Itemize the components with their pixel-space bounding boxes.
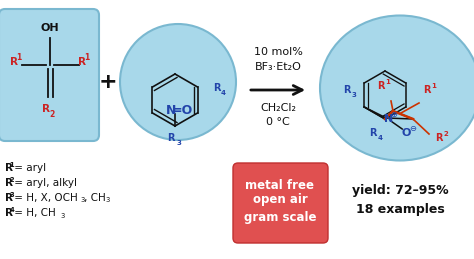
Text: R: R (5, 208, 13, 218)
Text: = aryl, alkyl: = aryl, alkyl (11, 178, 77, 188)
Text: 10 mol%: 10 mol% (254, 47, 302, 57)
Text: 1: 1 (17, 53, 22, 61)
FancyBboxPatch shape (0, 9, 99, 141)
Text: = H, X, OCH: = H, X, OCH (11, 193, 78, 203)
Text: 1: 1 (385, 79, 391, 85)
Text: R: R (10, 57, 18, 67)
Text: 3: 3 (80, 198, 84, 204)
Text: +: + (99, 72, 117, 92)
Text: N: N (383, 114, 393, 124)
Text: O: O (401, 128, 411, 138)
Text: = aryl: = aryl (11, 163, 46, 173)
Text: ⊖: ⊖ (410, 124, 417, 133)
Text: 2: 2 (9, 177, 14, 183)
Text: 4: 4 (221, 90, 226, 96)
Text: gram scale: gram scale (244, 212, 316, 225)
Text: R: R (343, 85, 351, 95)
Text: 0 °C: 0 °C (266, 117, 290, 127)
Text: R: R (5, 163, 13, 173)
Text: 4: 4 (9, 207, 14, 213)
Text: R: R (167, 133, 175, 143)
Text: yield: 72–95%: yield: 72–95% (352, 183, 448, 197)
Text: open air: open air (253, 193, 307, 206)
Text: 1: 1 (9, 162, 14, 168)
Text: R: R (5, 178, 13, 188)
Text: R: R (42, 104, 50, 114)
Text: 2: 2 (444, 131, 448, 137)
Text: 3: 3 (9, 192, 14, 198)
Text: 2: 2 (49, 110, 55, 119)
Circle shape (120, 24, 236, 140)
Ellipse shape (320, 16, 474, 161)
Text: CH₂Cl₂: CH₂Cl₂ (260, 103, 296, 113)
Text: N: N (166, 104, 176, 117)
Text: R: R (423, 85, 431, 95)
Text: R: R (435, 133, 443, 143)
Text: 3: 3 (60, 212, 64, 219)
Text: ⊕: ⊕ (391, 110, 398, 119)
Text: R: R (369, 128, 377, 138)
Text: 4: 4 (377, 135, 383, 141)
Text: =O: =O (172, 104, 192, 117)
Text: 3: 3 (352, 92, 356, 98)
FancyBboxPatch shape (233, 163, 328, 243)
Text: R: R (5, 193, 13, 203)
Text: 1: 1 (431, 83, 437, 89)
Text: metal free: metal free (246, 178, 315, 191)
Text: = H, CH: = H, CH (11, 208, 56, 218)
Text: OH: OH (41, 23, 59, 33)
Text: 3: 3 (105, 198, 109, 204)
Text: 18 examples: 18 examples (356, 204, 444, 217)
Text: R: R (213, 83, 220, 93)
Text: BF₃·Et₂O: BF₃·Et₂O (255, 62, 301, 72)
Text: R: R (377, 81, 385, 91)
Text: 3: 3 (176, 140, 182, 146)
Text: R: R (78, 57, 86, 67)
Text: 1: 1 (84, 53, 90, 61)
Text: , CH: , CH (84, 193, 106, 203)
